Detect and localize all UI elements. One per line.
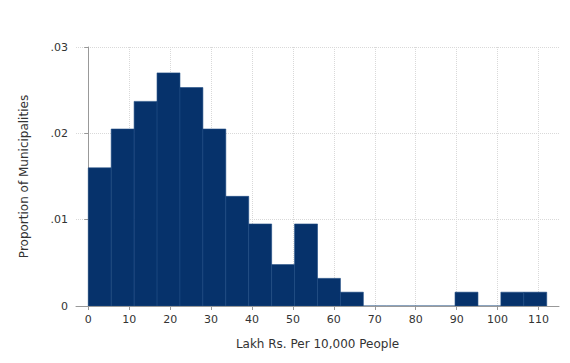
svg-text:Proportion of Municipalities: Proportion of Municipalities	[17, 95, 31, 258]
svg-text:.03: .03	[51, 41, 69, 54]
svg-text:.02: .02	[51, 127, 69, 140]
svg-text:0: 0	[85, 313, 92, 326]
svg-text:50: 50	[286, 313, 300, 326]
svg-text:100: 100	[487, 313, 508, 326]
svg-text:0: 0	[61, 300, 68, 313]
svg-text:40: 40	[245, 313, 259, 326]
svg-text:20: 20	[163, 313, 177, 326]
svg-text:60: 60	[327, 313, 341, 326]
svg-text:70: 70	[368, 313, 382, 326]
svg-text:Lakh Rs. Per 10,000 People: Lakh Rs. Per 10,000 People	[236, 337, 399, 351]
svg-text:90: 90	[450, 313, 464, 326]
svg-text:.01: .01	[51, 213, 69, 226]
svg-text:110: 110	[528, 313, 549, 326]
svg-text:80: 80	[409, 313, 423, 326]
svg-text:30: 30	[204, 313, 218, 326]
svg-text:10: 10	[122, 313, 136, 326]
